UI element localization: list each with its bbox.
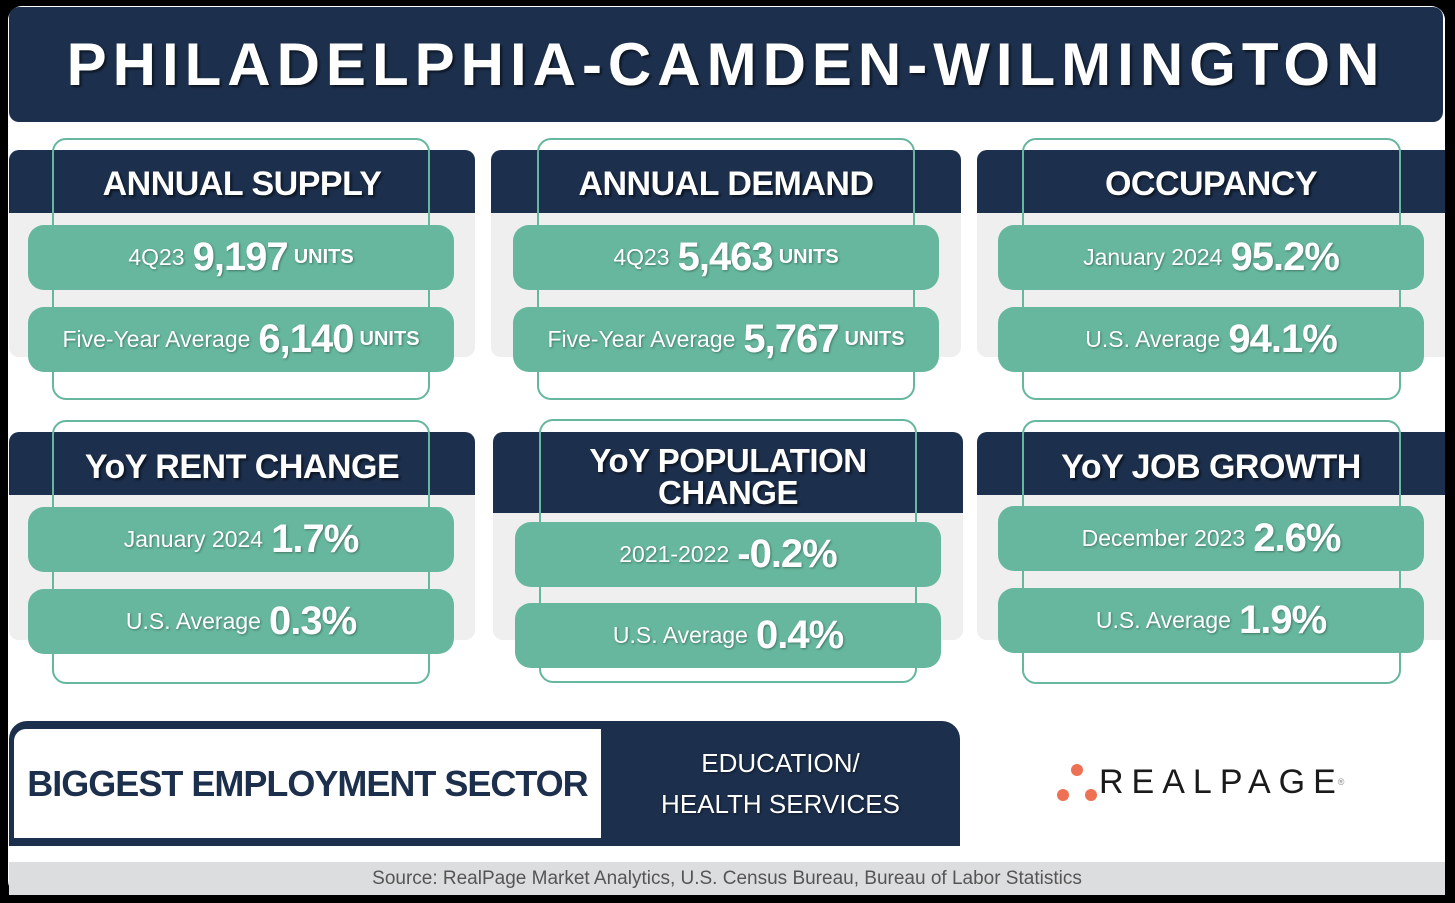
stat-label: January 2024 bbox=[1083, 244, 1223, 270]
realpage-logo: REALPAGE ® bbox=[1055, 762, 1344, 802]
employment-sector-label-box: BIGGEST EMPLOYMENT SECTOR bbox=[14, 729, 601, 838]
stat-row: U.S. Average 0.4% bbox=[515, 603, 941, 668]
panel-yoy-rent-change: YoY RENT CHANGE January 2024 1.7% U.S. A… bbox=[9, 420, 475, 684]
stat-label: 4Q23 bbox=[613, 244, 670, 270]
stat-value: 95.2% bbox=[1230, 235, 1339, 279]
source-bar: Source: RealPage Market Analytics, U.S. … bbox=[9, 862, 1445, 895]
panel-heading-line2: CHANGE bbox=[657, 474, 799, 511]
stat-row: U.S. Average 94.1% bbox=[998, 307, 1424, 372]
stat-label: Five-Year Average bbox=[62, 326, 251, 352]
stat-label: U.S. Average bbox=[1095, 607, 1231, 633]
stat-row: January 2024 95.2% bbox=[998, 225, 1424, 290]
stat-value: 94.1% bbox=[1228, 317, 1337, 361]
stat-unit: UNITS bbox=[844, 328, 905, 350]
stat-row: 2021-2022 -0.2% bbox=[515, 522, 941, 587]
three-dots-icon bbox=[1055, 762, 1099, 802]
stat-value: 0.3% bbox=[268, 599, 357, 643]
panel-occupancy: OCCUPANCY January 2024 95.2% U.S. Averag… bbox=[977, 138, 1445, 400]
stat-label: 2021-2022 bbox=[619, 541, 730, 567]
source-text: Source: RealPage Market Analytics, U.S. … bbox=[372, 867, 1082, 889]
stat-value: 6,140 bbox=[258, 317, 354, 361]
stat-label: January 2024 bbox=[123, 526, 264, 552]
stat-value: -0.2% bbox=[737, 532, 837, 576]
stat-value: 2.6% bbox=[1253, 516, 1341, 560]
panel-heading: OCCUPANCY bbox=[1104, 165, 1318, 203]
registered-mark: ® bbox=[1337, 777, 1345, 787]
stat-label: December 2023 bbox=[1081, 525, 1246, 551]
stat-label: Five-Year Average bbox=[547, 326, 736, 352]
title-bar: PHILADELPHIA-CAMDEN-WILMINGTON bbox=[9, 7, 1443, 122]
stat-value: 1.9% bbox=[1238, 598, 1327, 642]
stat-row: Five-Year Average 6,140 UNITS bbox=[28, 307, 454, 372]
stat-row: December 2023 2.6% bbox=[998, 506, 1424, 571]
stat-value: 0.4% bbox=[755, 613, 844, 657]
stat-label: 4Q23 bbox=[128, 244, 185, 270]
panel-heading: YoY JOB GROWTH bbox=[1061, 448, 1361, 486]
employment-sector-value: EDUCATION/ HEALTH SERVICES bbox=[601, 729, 960, 838]
stat-row: Five-Year Average 5,767 UNITS bbox=[513, 307, 939, 372]
panel-heading: ANNUAL DEMAND bbox=[578, 165, 874, 203]
stat-value: 1.7% bbox=[271, 517, 359, 561]
panel-heading-line1: YoY POPULATION bbox=[589, 442, 867, 479]
stat-row: 4Q23 5,463 UNITS bbox=[513, 225, 939, 290]
stat-value: 9,197 bbox=[192, 235, 289, 279]
stat-label: U.S. Average bbox=[125, 608, 261, 634]
stat-row: January 2024 1.7% bbox=[28, 507, 454, 572]
stat-row: U.S. Average 0.3% bbox=[28, 589, 454, 654]
employment-sector-value-line1: EDUCATION/ bbox=[701, 747, 860, 778]
stat-row: U.S. Average 1.9% bbox=[998, 588, 1424, 653]
panel-yoy-population-change: YoY POPULATION CHANGE 2021-2022 -0.2% U.… bbox=[493, 419, 963, 683]
stat-value: 5,463 bbox=[677, 235, 774, 279]
page-title: PHILADELPHIA-CAMDEN-WILMINGTON bbox=[66, 31, 1386, 98]
stat-label: U.S. Average bbox=[612, 622, 748, 648]
panel-yoy-job-growth: YoY JOB GROWTH December 2023 2.6% U.S. A… bbox=[977, 420, 1445, 684]
stat-label: U.S. Average bbox=[1085, 326, 1221, 352]
panel-heading: ANNUAL SUPPLY bbox=[102, 165, 382, 203]
stat-unit: UNITS bbox=[359, 328, 420, 350]
stat-value: 5,767 bbox=[743, 317, 839, 361]
panel-annual-supply: ANNUAL SUPPLY 4Q23 9,197 UNITS Five-Year… bbox=[9, 138, 475, 400]
panel-heading: YoY RENT CHANGE bbox=[84, 448, 400, 486]
stat-row: 4Q23 9,197 UNITS bbox=[28, 225, 454, 290]
stat-unit: UNITS bbox=[778, 246, 839, 268]
logo-wordmark: REALPAGE bbox=[1099, 762, 1344, 801]
stat-unit: UNITS bbox=[293, 246, 354, 268]
employment-sector-value-line2: HEALTH SERVICES bbox=[661, 788, 900, 819]
employment-sector-label: BIGGEST EMPLOYMENT SECTOR bbox=[27, 762, 588, 804]
panel-annual-demand: ANNUAL DEMAND 4Q23 5,463 UNITS Five-Year… bbox=[491, 138, 961, 400]
